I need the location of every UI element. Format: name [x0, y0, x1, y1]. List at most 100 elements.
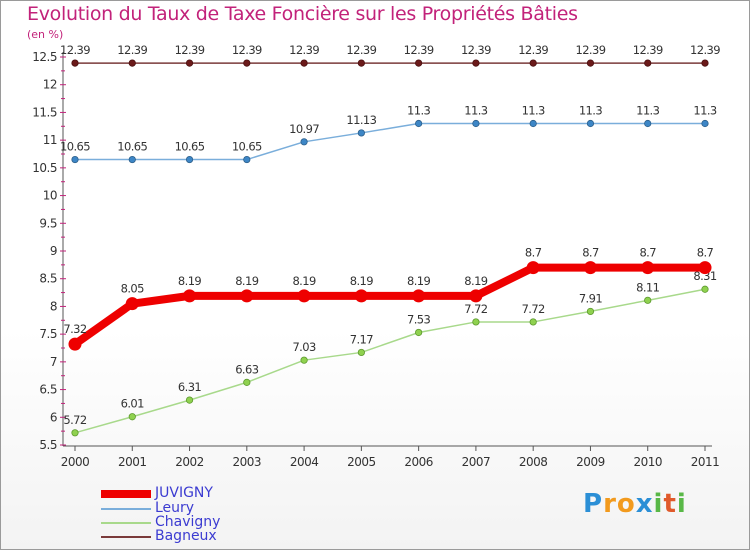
y-tick-label: 9.5 [39, 216, 57, 230]
data-label-chavigny: 8.31 [693, 269, 716, 283]
y-tick-label: 12 [43, 78, 57, 92]
data-point-chavigny [128, 413, 136, 421]
y-tick-label: 10.5 [32, 161, 57, 175]
y-tick-label: 11.5 [32, 105, 57, 119]
data-point-chavigny [185, 396, 194, 404]
data-point-juvigny [68, 337, 82, 351]
x-tick-label: 2003 [233, 455, 262, 469]
y-tick-label: 7.5 [39, 327, 57, 341]
data-label-juvigny: 8.7 [639, 246, 656, 260]
x-tick-label: 2010 [633, 455, 662, 469]
data-label-leury: 10.65 [232, 140, 262, 154]
logo-letter: x [635, 489, 654, 519]
data-point-juvigny [240, 289, 254, 303]
data-point-leury [644, 119, 652, 128]
data-point-juvigny [583, 261, 597, 275]
data-label-leury: 11.13 [346, 113, 376, 127]
x-tick-label: 2002 [175, 455, 204, 469]
data-label-juvigny: 8.7 [582, 246, 599, 260]
x-tick-label: 2007 [462, 455, 491, 469]
data-point-chavigny [71, 429, 79, 437]
data-label-chavigny: 7.91 [579, 291, 602, 305]
data-point-leury [415, 119, 423, 128]
data-label-juvigny: 8.05 [121, 282, 144, 296]
legend-label-juvigny: JUVIGNY [155, 485, 213, 501]
data-point-chavigny [300, 356, 308, 364]
data-point-chavigny [701, 285, 709, 293]
data-label-leury: 11.3 [464, 104, 487, 118]
data-label-juvigny: 8.19 [407, 274, 430, 288]
data-point-leury [71, 155, 79, 164]
data-point-bagneux [472, 59, 480, 67]
data-label-juvigny: 8.7 [525, 246, 542, 260]
data-label-juvigny: 8.19 [350, 274, 373, 288]
data-point-juvigny [412, 289, 426, 303]
data-point-juvigny [526, 261, 540, 275]
data-point-leury [586, 119, 595, 128]
data-point-leury [529, 119, 537, 128]
data-point-leury [300, 138, 308, 146]
data-point-leury [185, 155, 194, 164]
data-label-bagneux: 12.39 [633, 43, 663, 57]
data-point-leury [243, 155, 251, 164]
data-label-chavigny: 7.53 [407, 312, 430, 326]
x-tick-label: 2011 [691, 455, 720, 469]
data-point-bagneux [644, 59, 652, 67]
data-point-chavigny [644, 296, 652, 304]
x-tick-label: 2000 [61, 455, 90, 469]
data-label-bagneux: 12.39 [690, 43, 720, 57]
y-tick-label: 9 [50, 244, 57, 258]
y-tick-label: 6.5 [39, 383, 57, 397]
data-label-chavigny: 6.31 [178, 380, 201, 394]
data-label-chavigny: 7.72 [464, 302, 487, 316]
series-line-leury [75, 122, 705, 161]
series-line-juvigny [72, 263, 705, 348]
data-point-bagneux [415, 59, 423, 67]
logo-letter: t [663, 489, 677, 519]
data-point-leury [357, 129, 365, 137]
data-label-bagneux: 12.39 [518, 43, 548, 57]
data-point-juvigny [641, 261, 655, 275]
logo-letter: o [616, 489, 636, 519]
data-label-leury: 10.97 [289, 122, 319, 136]
y-tick-label: 12.5 [32, 50, 57, 64]
data-point-leury [128, 155, 136, 164]
data-point-bagneux [185, 59, 194, 67]
data-point-juvigny [698, 261, 712, 275]
data-point-chavigny [529, 318, 537, 326]
logo-letter: P [583, 489, 604, 519]
y-tick-label: 5.5 [39, 438, 57, 452]
data-label-chavigny: 6.63 [235, 362, 258, 376]
data-label-bagneux: 12.39 [346, 43, 376, 57]
data-point-chavigny [357, 348, 365, 357]
data-label-juvigny: 8.19 [292, 274, 315, 288]
y-tick-label: 11 [43, 133, 57, 147]
data-point-chavigny [472, 318, 480, 326]
data-label-bagneux: 12.39 [575, 43, 605, 57]
data-point-chavigny [415, 328, 423, 337]
data-point-leury [701, 119, 709, 128]
legend-label-bagneux: Bagneux [155, 528, 217, 544]
y-tick-label: 7 [50, 355, 57, 369]
data-label-bagneux: 12.39 [404, 43, 434, 57]
data-label-leury: 11.3 [636, 104, 659, 118]
data-point-bagneux [128, 59, 136, 67]
data-label-leury: 11.3 [579, 104, 602, 118]
data-point-bagneux [529, 59, 537, 67]
data-point-leury [472, 119, 480, 128]
x-tick-label: 2005 [347, 455, 376, 469]
data-point-juvigny [469, 289, 483, 303]
data-label-chavigny: 6.01 [121, 397, 144, 411]
chart-title: Evolution du Taux de Taxe Foncière sur l… [27, 3, 578, 25]
data-point-bagneux [701, 59, 709, 67]
data-label-leury: 10.65 [175, 140, 205, 154]
y-tick-label: 8 [50, 299, 57, 313]
data-label-bagneux: 12.39 [175, 43, 205, 57]
data-label-leury: 10.65 [60, 140, 90, 154]
data-point-chavigny [586, 307, 595, 316]
data-label-chavigny: 5.72 [63, 413, 86, 427]
data-label-chavigny: 7.17 [350, 332, 373, 346]
data-label-bagneux: 12.39 [117, 43, 147, 57]
